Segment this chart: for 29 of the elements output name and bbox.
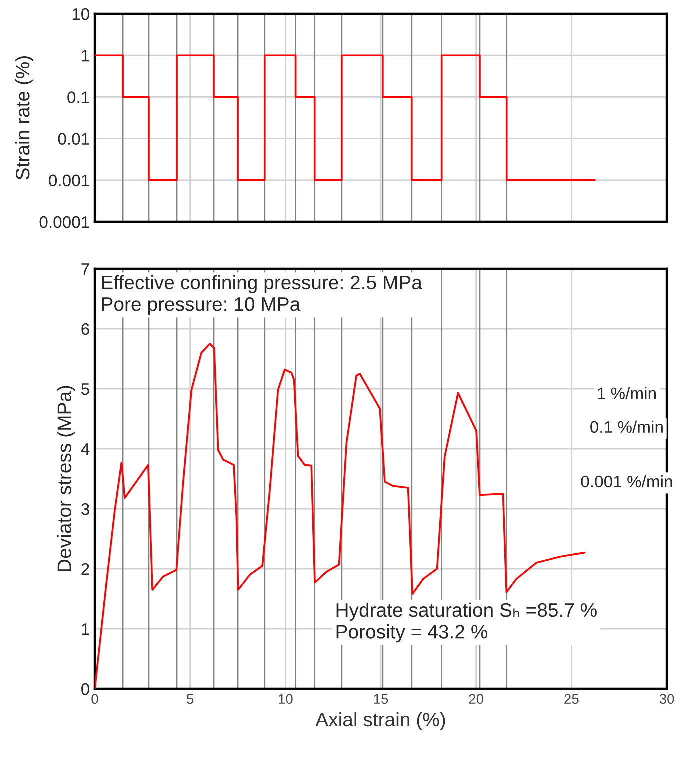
y-tick-label: 0.1 [68,92,90,104]
y-tick-label: 1 [82,50,90,62]
annotation: 0.001 %/min [581,475,672,488]
annotation: 1 %/min [598,387,656,400]
x-tick-label: 25 [564,694,579,704]
y-tick-label: 5 [82,384,90,396]
x-tick-label: 5 [187,694,194,704]
x-tick-label: 15 [374,694,388,704]
y-tick-label: 0 [82,683,90,696]
y-tick-label: 3 [82,503,90,516]
y-tick-label: 6 [82,323,90,336]
annotation: Effective confining pressure: 2.5 MPa Pore pressure: 10 MPa [102,275,422,316]
annotation: Hydrate saturation Sₕ =85.7 % Porosity = 43.2 % [336,602,597,643]
y-tick-label: 2 [82,563,90,576]
x-tick-label: 0 [92,694,98,704]
annotation: 0.1 %/min [590,420,663,434]
x-tick-label: 20 [469,694,484,704]
y-tick-label: 0.001 [49,174,90,187]
y-tick-label: 0.01 [58,133,90,146]
y-tick-label: 7 [82,264,90,276]
y-axis-title: Strain rate (%) [15,56,34,180]
y-tick-label: 1 [82,624,90,636]
x-axis-title: Axial strain (%) [316,712,446,730]
y-axis-title: Deviator stress (MPa) [57,386,76,572]
y-tick-label: 4 [81,444,90,456]
x-tick-label: 10 [279,694,293,704]
y-tick-label: 10 [72,8,90,20]
x-tick-label: 30 [660,694,674,704]
y-tick-label: 0.0001 [40,216,90,228]
